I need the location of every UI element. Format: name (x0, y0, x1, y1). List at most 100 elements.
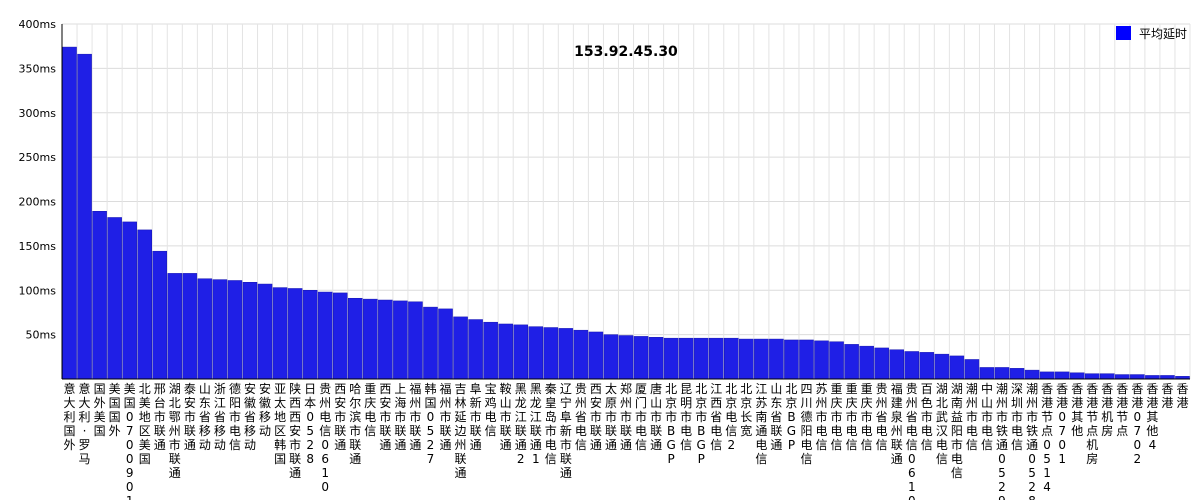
bar (708, 337, 724, 380)
x-tick-label: 贵州省电信 (575, 382, 587, 452)
x-tick-label: 北京市 B G P (665, 382, 677, 466)
x-tick-label: 重庆市电信 (831, 382, 843, 452)
bar (182, 273, 198, 380)
x-tick-label: 陕西西安市联通 (289, 381, 301, 480)
x-tick-label: 秦皇岛市电信 (545, 382, 557, 466)
bar (498, 323, 513, 380)
bar (287, 288, 303, 380)
x-tick-label: 香港机房 (1101, 382, 1113, 438)
x-tick-label: 西安市联通 (590, 382, 602, 452)
bar (528, 326, 544, 380)
x-tick-label: 四川德阳电信 (800, 382, 812, 466)
x-tick-label: 贵州省电信0610 (906, 382, 918, 500)
bar (378, 299, 393, 380)
bar (332, 292, 348, 380)
x-tick-label: 山东省移动 (199, 382, 211, 452)
bar (844, 344, 859, 380)
x-tick-label: 浙江省移动 (214, 382, 226, 452)
x-tick-label: 香港 (1161, 382, 1173, 410)
x-tick-label: 北京 B G P (785, 382, 797, 452)
x-tick-label: 重庆电信 (364, 382, 376, 438)
y-tick-label: 250ms (19, 151, 57, 164)
x-tick-label: 重庆市电信 (846, 382, 858, 452)
x-tick-label: 鞍山市联通 (500, 381, 512, 452)
bar (62, 46, 77, 380)
x-tick-label: 太原市联通 (605, 381, 617, 452)
bar (212, 279, 228, 380)
legend-label: 平均延时 (1139, 27, 1187, 41)
bar (1009, 368, 1025, 380)
x-tick-label: 吉林延边州联通 (455, 382, 467, 480)
x-tick-label: 宝鸡电信 (485, 382, 497, 438)
chart-title: 153.92.45.30 (574, 44, 678, 60)
legend-swatch (1116, 26, 1131, 40)
y-axis: 50ms 100ms 150ms 200ms 250ms 300ms 350ms 400ms (19, 18, 57, 342)
x-tick-label: 唐山市联通 (650, 381, 662, 452)
x-tick-label: 泰安市联通 (184, 382, 196, 452)
x-tick-label: 江苏南通电信 (755, 382, 767, 466)
bar (468, 319, 483, 380)
bar (1145, 375, 1160, 380)
x-tick-label: 上海市联通 (394, 382, 406, 452)
y-tick-label: 50ms (26, 329, 57, 342)
x-tick-label: 香港其他 (1071, 382, 1083, 438)
x-tick-label: 西安市联通 (334, 382, 346, 452)
bar (949, 355, 965, 380)
x-tick-label: 百色市电信 (921, 382, 933, 452)
bar (363, 298, 378, 380)
x-tick-label: 意大利·罗马 (79, 381, 91, 466)
x-tick-label: 北京长宽 (740, 382, 752, 438)
x-tick-label: 香港 0 7 0 1 (1056, 382, 1068, 466)
x-tick-label: 德阳市电信 (229, 381, 241, 452)
bar (137, 229, 152, 380)
x-tick-label: 中山市电信 (981, 381, 993, 452)
x-tick-label: 日本 0 5 2 8 (304, 382, 316, 466)
x-tick-label: 国外美国 (94, 382, 106, 438)
bar (754, 338, 769, 380)
bar (167, 273, 183, 380)
bar (784, 339, 799, 380)
bar (423, 306, 438, 380)
y-tick-label: 100ms (19, 284, 57, 297)
bar (1039, 371, 1055, 380)
bar (257, 283, 273, 380)
x-tick-label: 香港 (1176, 382, 1188, 410)
x-tick-label: 潮州市铁通0529 (996, 381, 1008, 500)
y-tick-label: 400ms (19, 18, 57, 31)
y-tick-label: 200ms (19, 196, 57, 209)
bar (107, 217, 122, 380)
bar (829, 341, 844, 380)
bar (964, 359, 980, 380)
bar (197, 278, 213, 380)
bar (934, 353, 950, 380)
x-tick-label: 哈尔滨市联通 (349, 382, 361, 466)
bar (77, 53, 92, 380)
bar (483, 321, 498, 380)
bar (92, 211, 107, 380)
bar (1084, 373, 1100, 380)
x-tick-label: 香港节点机房 (1086, 382, 1098, 466)
bar (122, 221, 137, 380)
bar (994, 367, 1010, 380)
bar (1069, 372, 1085, 380)
bar (543, 327, 559, 380)
x-axis-labels: 意大利国外意大利·罗马国外美国美国国外美国0700901北美地区美国邢台市联通湖… (64, 381, 1189, 500)
bar (648, 337, 664, 380)
y-tick-label: 150ms (19, 240, 57, 253)
bar (393, 300, 408, 380)
x-tick-label: 深圳市电信 (1011, 382, 1023, 452)
x-tick-label: 黑龙江联通 1 (530, 382, 542, 466)
x-tick-label: 西安市联通 (379, 382, 391, 452)
x-tick-label: 湖南益阳市电信 (951, 381, 963, 480)
x-tick-label: 香港节点 (1116, 382, 1128, 438)
bar (558, 328, 574, 380)
bar (1115, 374, 1130, 380)
x-tick-label: 安徽省移动 (244, 381, 256, 452)
x-tick-label: 贵州省电信 (876, 382, 888, 452)
x-tick-label: 美国国外 (109, 382, 121, 438)
x-tick-label: 韩国 0 5 2 7 (424, 381, 436, 466)
bar (272, 287, 288, 380)
x-tick-label: 苏州市电信 (816, 382, 828, 452)
x-tick-label: 阜新市联通 (470, 382, 482, 452)
